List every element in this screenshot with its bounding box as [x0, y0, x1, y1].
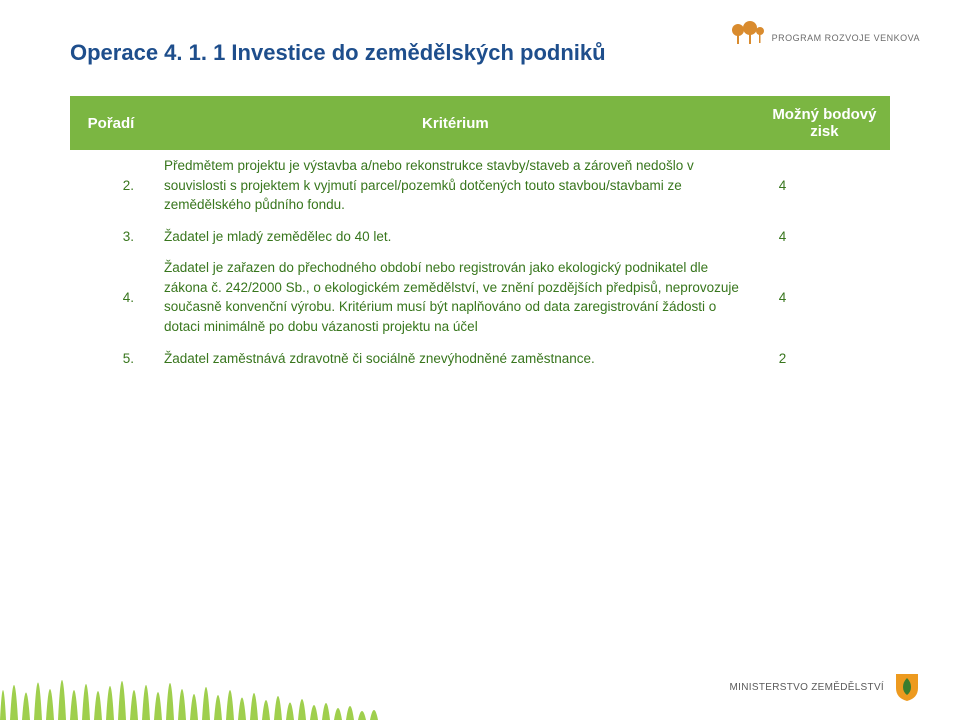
header-criterion: Kritérium: [152, 96, 759, 150]
page: PROGRAM ROZVOJE VENKOVA Operace 4. 1. 1 …: [0, 0, 960, 720]
cell-criterion: Žadatel je mladý zemědělec do 40 let.: [152, 221, 759, 253]
cell-score: 4: [759, 221, 890, 253]
tree-icon: [730, 20, 764, 55]
logo-top: PROGRAM ROZVOJE VENKOVA: [730, 20, 920, 55]
table-row: 4. Žadatel je zařazen do přechodného obd…: [70, 252, 890, 342]
cell-order: 3.: [70, 221, 152, 253]
cell-score: 4: [759, 252, 890, 342]
criteria-table: Pořadí Kritérium Možný bodový zisk 2. Př…: [70, 96, 890, 374]
cell-order: 5.: [70, 343, 152, 375]
cell-score: 2: [759, 343, 890, 375]
table-header-row: Pořadí Kritérium Možný bodový zisk: [70, 96, 890, 150]
table-body: 2. Předmětem projektu je výstavba a/nebo…: [70, 150, 890, 374]
cell-order: 4.: [70, 252, 152, 342]
header-order: Pořadí: [70, 96, 152, 150]
logo-bottom: MINISTERSTVO ZEMĚDĚLSTVÍ: [730, 672, 920, 702]
grass-decoration: [0, 630, 380, 720]
table-row: 2. Předmětem projektu je výstavba a/nebo…: [70, 150, 890, 221]
table-row: 5. Žadatel zaměstnává zdravotně či sociá…: [70, 343, 890, 375]
table-row: 3. Žadatel je mladý zemědělec do 40 let.…: [70, 221, 890, 253]
cell-criterion: Žadatel zaměstnává zdravotně či sociálně…: [152, 343, 759, 375]
cell-score: 4: [759, 150, 890, 221]
header-score: Možný bodový zisk: [759, 96, 890, 150]
shield-icon: [894, 672, 920, 702]
cell-criterion: Žadatel je zařazen do přechodného období…: [152, 252, 759, 342]
cell-criterion: Předmětem projektu je výstavba a/nebo re…: [152, 150, 759, 221]
logo-bottom-text: MINISTERSTVO ZEMĚDĚLSTVÍ: [730, 682, 884, 693]
cell-order: 2.: [70, 150, 152, 221]
logo-top-text: PROGRAM ROZVOJE VENKOVA: [772, 33, 920, 43]
